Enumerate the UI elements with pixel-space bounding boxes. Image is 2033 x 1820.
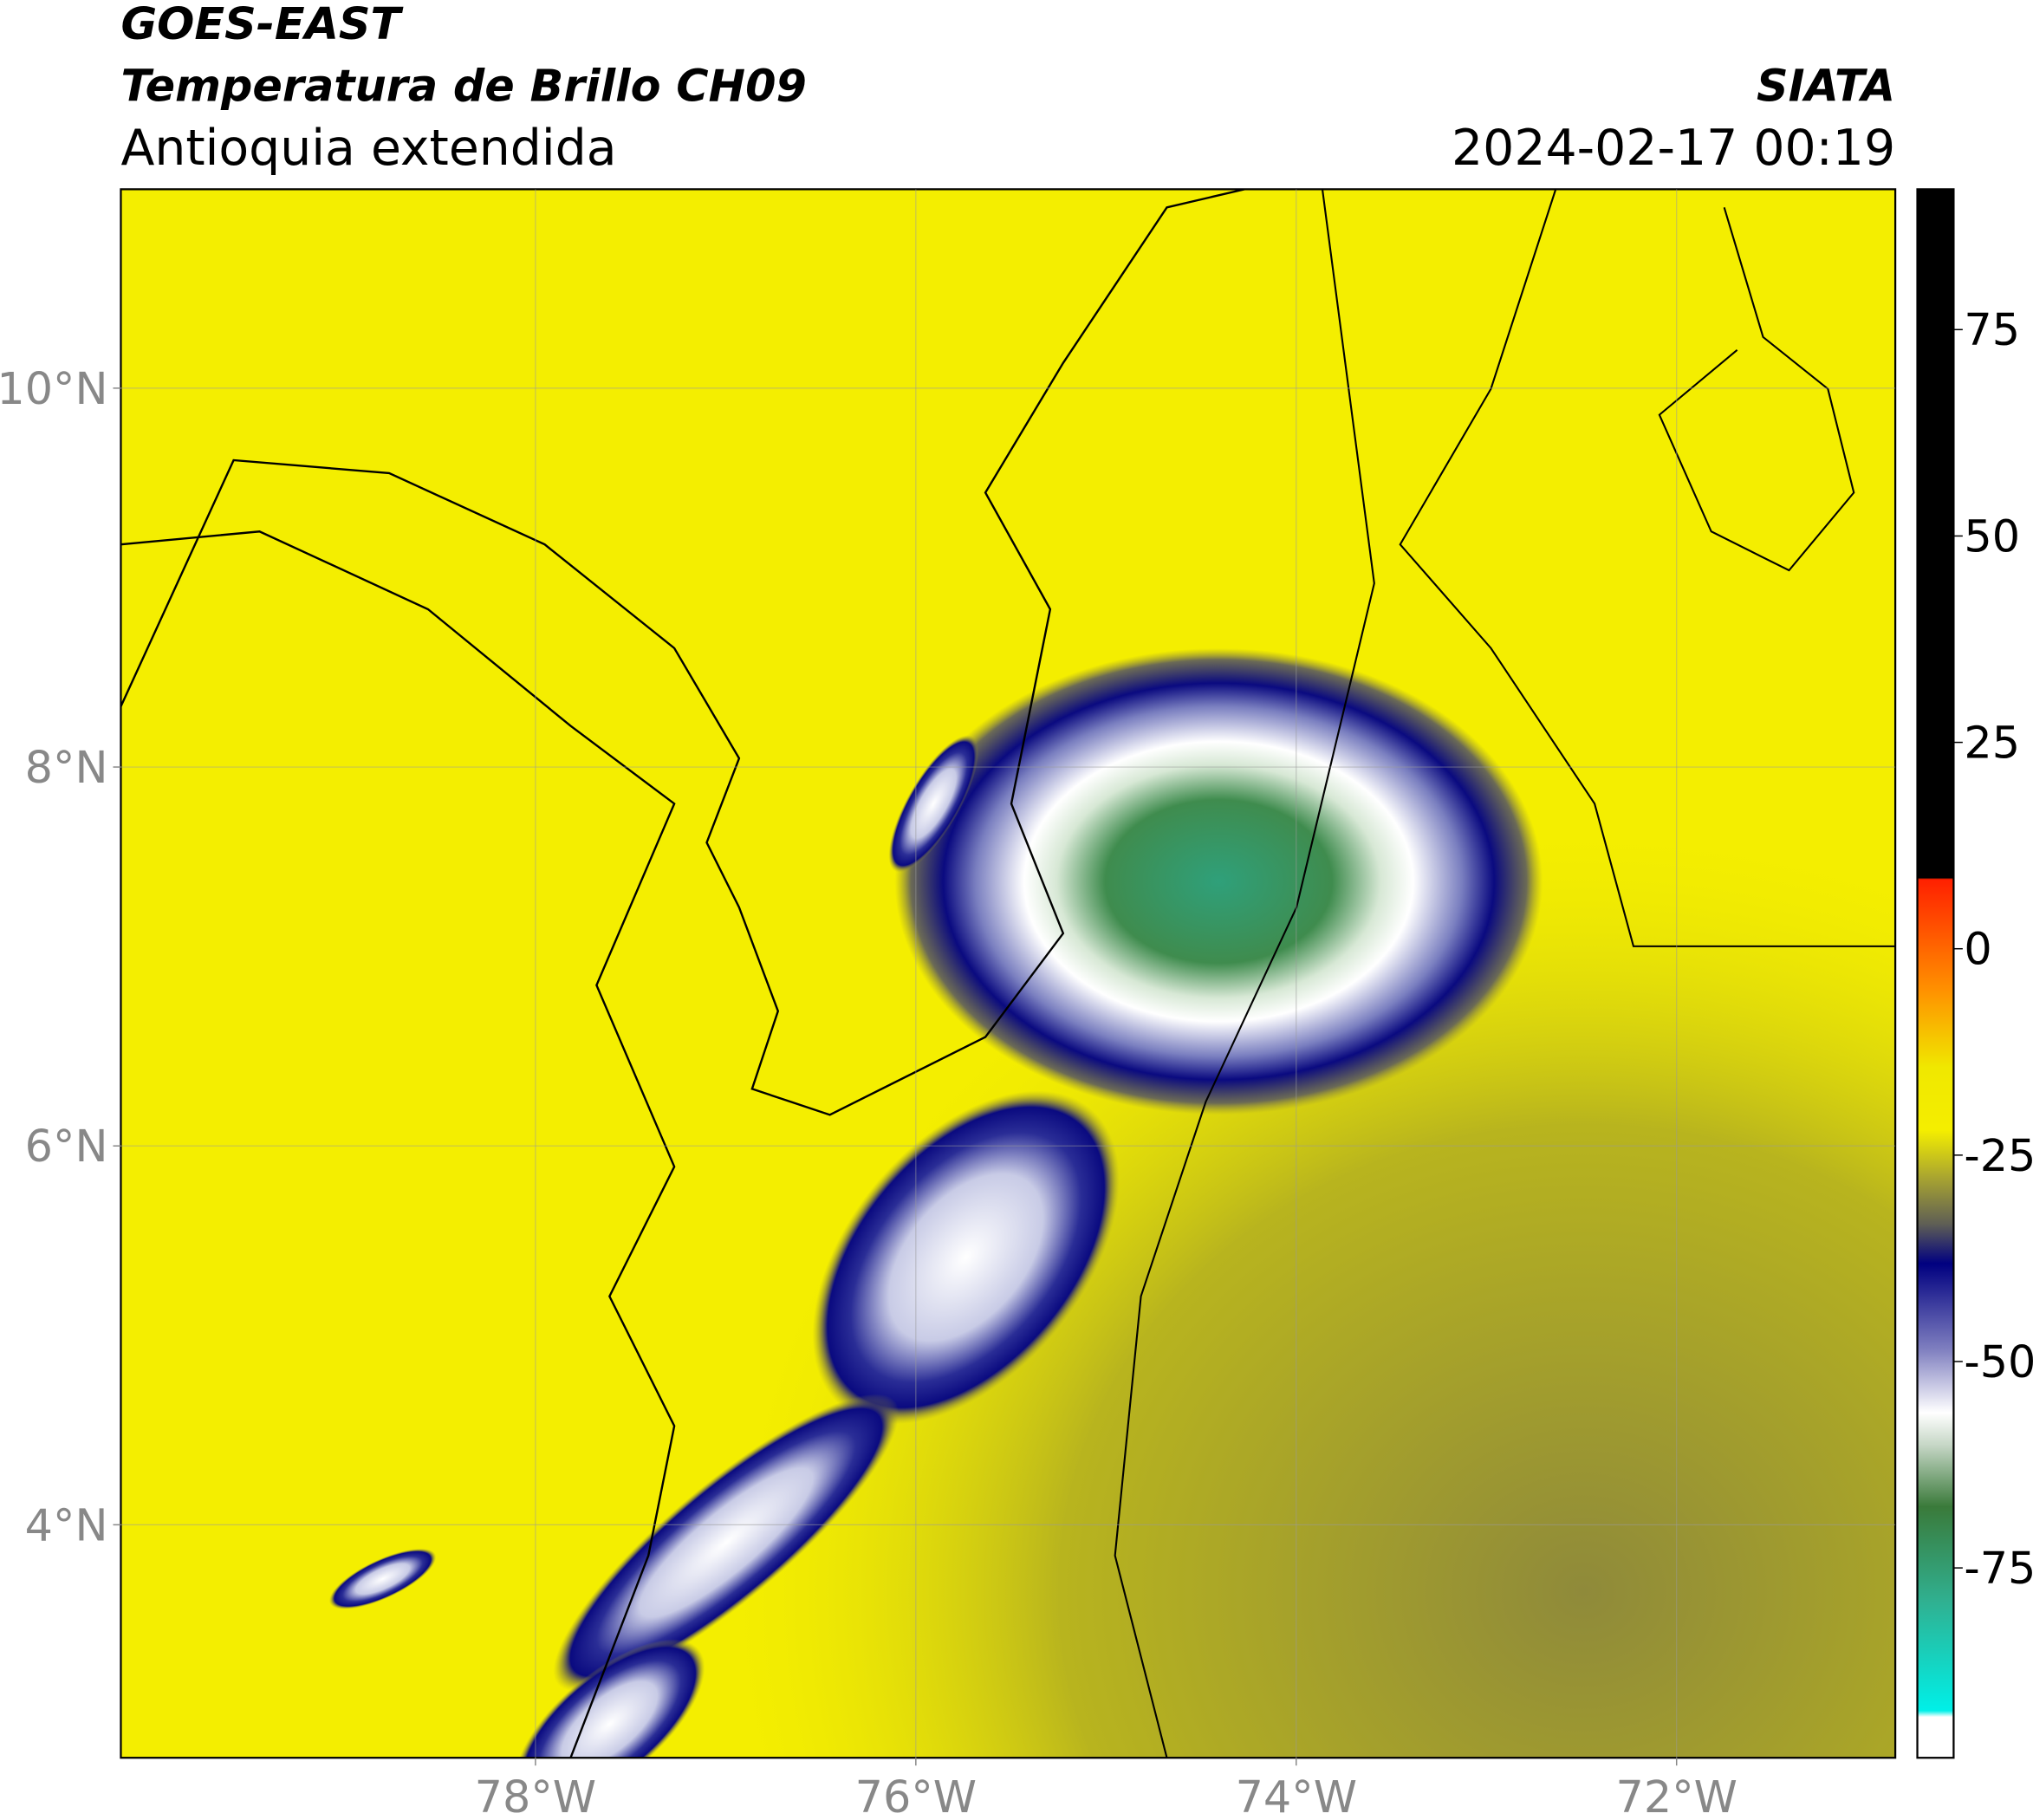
title: GOES-EAST <box>120 0 404 49</box>
y-tick-label: 8°N <box>25 742 108 793</box>
x-tick-label: 78°W <box>475 1771 596 1820</box>
y-tick-label: 4°N <box>25 1499 108 1550</box>
colorbar-tick-label: -50 <box>1964 1336 2033 1388</box>
satellite-image <box>120 189 1896 1758</box>
colorbar-tick-label: 75 <box>1964 304 2020 355</box>
colorbar-tick-label: 0 <box>1964 924 1991 975</box>
colorbar-tick-label: 50 <box>1964 510 2020 562</box>
subtitle: Temperatura de Brillo CH09 <box>120 61 806 112</box>
colorbar-tick-label: 25 <box>1964 718 2020 769</box>
datetime: 2024-02-17 00:19 <box>1452 120 1895 177</box>
region: Antioquia extendida <box>120 120 616 177</box>
y-tick-label: 10°N <box>0 363 107 414</box>
y-tick-label: 6°N <box>25 1121 108 1172</box>
x-tick-label: 76°W <box>855 1771 977 1820</box>
source: SIATA <box>1757 61 1895 112</box>
colorbar <box>1916 188 1955 1759</box>
x-tick-label: 72°W <box>1616 1771 1737 1820</box>
map-frame <box>120 188 1897 1759</box>
colorbar-tick-label: -75 <box>1964 1543 2033 1594</box>
x-tick-label: 74°W <box>1236 1771 1357 1820</box>
colorbar-tick-label: -25 <box>1964 1130 2033 1181</box>
